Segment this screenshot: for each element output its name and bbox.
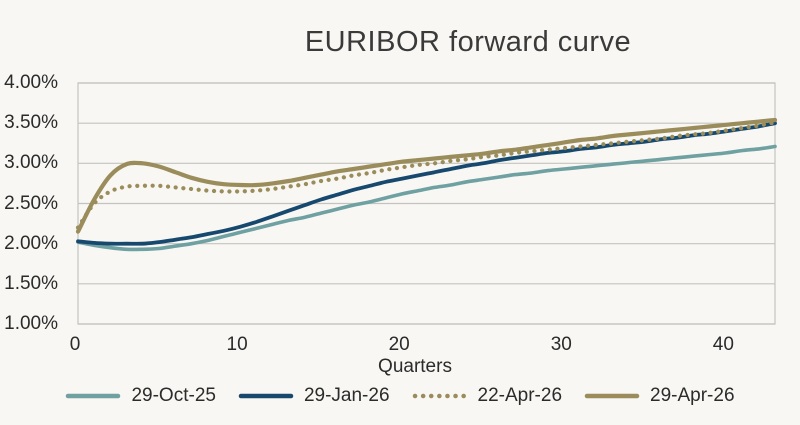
legend-swatch-solid-line-icon <box>584 393 640 399</box>
legend-swatch-solid-line-icon <box>238 393 294 399</box>
plot-border <box>77 82 776 325</box>
series-line-29-Apr-26 <box>75 117 778 234</box>
y-axis-tick-label: 3.50% <box>4 112 58 134</box>
legend-label: 29-Oct-25 <box>131 385 216 406</box>
y-axis-tick-label: 2.50% <box>4 192 58 214</box>
x-axis-tick-label: 30 <box>550 334 572 355</box>
legend-swatch-solid-line-icon <box>66 393 121 399</box>
series-line-29-Oct-25 <box>76 144 777 252</box>
legend: 29-Oct-25 29-Jan-26 22-Apr-26 29-Apr-26 <box>0 385 800 407</box>
x-axis-tick-label: 20 <box>388 334 410 355</box>
y-axis-tick-label: 3.00% <box>4 152 58 174</box>
legend-item-29-Jan-26: 29-Jan-26 <box>238 385 390 407</box>
legend-item-22-Apr-26: 22-Apr-26 <box>412 385 563 407</box>
legend-label: 22-Apr-26 <box>477 385 563 406</box>
legend-item-29-Oct-25: 29-Oct-25 <box>65 385 216 407</box>
x-axis-tick-label: 40 <box>712 334 734 355</box>
legend-label: 29-Jan-26 <box>303 385 390 406</box>
x-axis-tick-label: 10 <box>226 334 248 355</box>
x-axis-title: Quarters <box>378 356 452 377</box>
series-line-22-Apr-26 <box>75 120 778 230</box>
legend-swatch-dotted-line-icon <box>412 393 467 399</box>
y-axis-tick-label: 1.00% <box>4 313 58 334</box>
x-axis-tick-label: 0 <box>69 334 81 355</box>
legend-label: 29-Apr-26 <box>650 385 735 406</box>
y-axis-tick-label: 4.00% <box>4 72 58 93</box>
y-axis-tick-label: 1.50% <box>4 272 58 294</box>
series-line-29-Jan-26 <box>76 121 777 246</box>
y-axis-tick-label: 2.00% <box>4 232 58 254</box>
legend-item-29-Apr-26: 29-Apr-26 <box>584 385 735 407</box>
chart-title: EURIBOR forward curve <box>304 26 632 58</box>
